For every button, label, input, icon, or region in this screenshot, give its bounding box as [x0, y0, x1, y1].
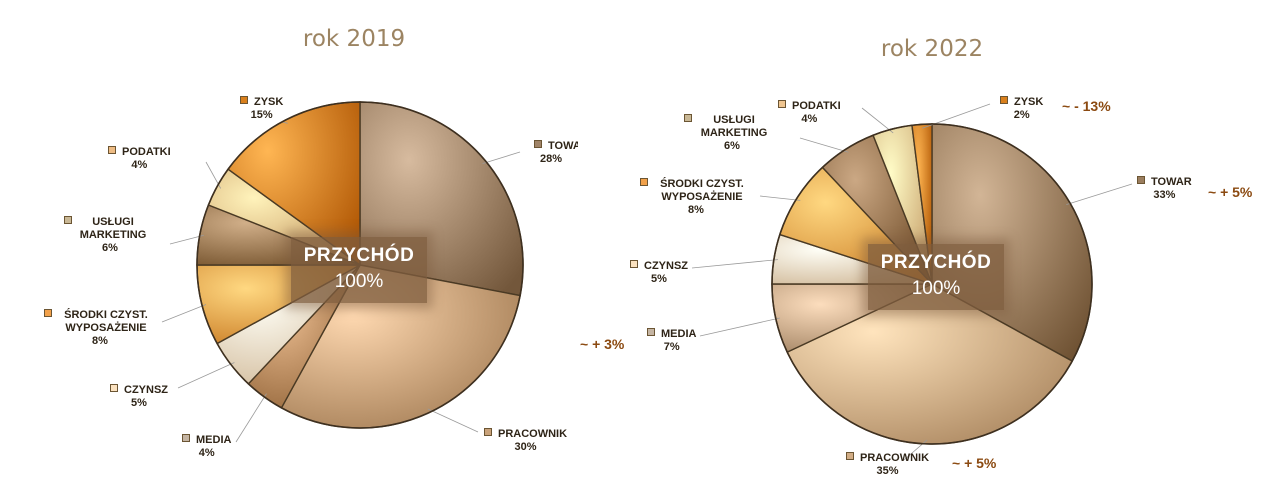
label-text: CZYNSZ	[124, 384, 168, 396]
leader-line	[169, 234, 204, 245]
slice-label-czynsz-2022: CZYNSZ 5%	[630, 260, 688, 286]
label-pct: 5%	[131, 397, 147, 409]
label-pct: 33%	[1153, 189, 1176, 201]
label-text: ZYSK	[1014, 96, 1044, 108]
label-text: USŁUGI MARKETING	[700, 114, 768, 139]
label-text: MEDIA	[661, 328, 697, 340]
pie-outline	[771, 123, 1093, 445]
center-label-2022: PRZYCHÓD 100%	[868, 244, 1004, 310]
slice-label-media-2019: MEDIA 4%	[182, 434, 231, 460]
legend-marker	[778, 100, 786, 108]
leader-line	[799, 137, 849, 153]
leader-line	[861, 107, 894, 134]
label-pct: 28%	[540, 153, 563, 165]
label-text: ŚRODKI CZYST. WYPOSAŻENIE	[660, 178, 744, 203]
slice-label-uslugi-2019: USŁUGI MARKETING 6%	[64, 216, 156, 255]
leader-line	[177, 362, 235, 389]
label-pct: 35%	[876, 465, 899, 477]
slice-label-podatki-2019: PODATKI 4%	[108, 146, 171, 172]
legend-marker	[110, 384, 118, 392]
label-pct: 15%	[250, 109, 273, 121]
slice-label-czynsz-2019: CZYNSZ 5%	[110, 384, 168, 410]
leader-line	[699, 317, 780, 337]
label-pct: 5%	[651, 273, 667, 285]
leader-line	[759, 195, 801, 201]
legend-marker	[534, 140, 542, 148]
leader-line	[691, 259, 778, 269]
legend-marker	[647, 328, 655, 336]
label-pct: 6%	[102, 242, 118, 254]
label-text: PODATKI	[792, 100, 841, 112]
center-label-text-2019: PRZYCHÓD	[303, 245, 415, 266]
chart-title-2019: rok 2019	[302, 26, 406, 52]
label-pct: 8%	[92, 335, 108, 347]
change-pracownik-2022: ~ + 5%	[952, 455, 997, 471]
center-value-text-2022: 100%	[911, 278, 961, 299]
label-text: PRACOWNIK	[860, 452, 930, 464]
label-text: CZYNSZ	[644, 260, 688, 272]
slice-label-srodki-2019: ŚRODKI CZYST. WYPOSAŻENIE 8%	[44, 309, 156, 348]
slice-label-towar-2019: TOWAR 28%	[534, 140, 578, 166]
slice-label-zysk-2019: ZYSK 15%	[240, 96, 283, 122]
label-pct: 4%	[131, 159, 148, 171]
leader-line	[161, 304, 207, 323]
legend-marker	[108, 146, 116, 154]
slice-label-uslugi-2022: USŁUGI MARKETING 6%	[684, 114, 780, 153]
label-pct: 7%	[663, 341, 680, 353]
slice-label-zysk-2022: ZYSK 2%	[1000, 96, 1043, 122]
label-text: ŚRODKI CZYST. WYPOSAŻENIE	[64, 309, 148, 334]
leader-line	[427, 408, 479, 433]
leader-line	[482, 151, 521, 164]
label-pct: 4%	[801, 113, 818, 125]
label-text: PODATKI	[122, 146, 171, 158]
legend-marker	[846, 452, 854, 460]
label-text: USŁUGI MARKETING	[79, 216, 147, 241]
change-media-2022: ~ + 3%	[580, 336, 625, 352]
slice-label-pracownik-2022: PRACOWNIK 35%	[846, 452, 929, 478]
center-label-2019: PRZYCHÓD 100%	[291, 237, 427, 303]
label-pct: 2%	[1013, 109, 1030, 121]
legend-marker	[640, 178, 648, 186]
label-pct: 4%	[198, 447, 215, 459]
change-towar-2022: ~ + 5%	[1208, 184, 1253, 200]
legend-marker	[240, 96, 248, 104]
legend-marker	[684, 114, 692, 122]
legend-marker	[1137, 176, 1145, 184]
legend-marker	[64, 216, 72, 224]
label-text: ZYSK	[254, 96, 284, 108]
label-text: MEDIA	[196, 434, 232, 446]
legend-marker	[630, 260, 638, 268]
leader-line	[235, 393, 267, 443]
label-pct: 8%	[688, 204, 704, 216]
legend-marker	[44, 309, 52, 317]
center-value-text-2019: 100%	[334, 271, 384, 292]
center-label-text-2022: PRZYCHÓD	[880, 252, 992, 273]
label-pct: 30%	[514, 441, 537, 453]
chart-title-2022: rok 2022	[880, 36, 984, 62]
slice-label-towar-2022: TOWAR 33%	[1137, 176, 1192, 202]
slice-label-media-2022: MEDIA 7%	[647, 328, 696, 354]
legend-marker	[484, 428, 492, 436]
legend-marker	[182, 434, 190, 442]
label-text: PRACOWNIK	[498, 428, 568, 440]
slice-label-pracownik-2019: PRACOWNIK 30%	[484, 428, 567, 454]
label-pct: 6%	[724, 140, 740, 152]
slice-label-podatki-2022: PODATKI 4%	[778, 100, 841, 126]
change-zysk-2022: ~ - 13%	[1062, 98, 1111, 114]
label-text: TOWAR	[1151, 176, 1192, 188]
slice-label-srodki-2022: ŚRODKI CZYST. WYPOSAŻENIE 8%	[640, 178, 752, 217]
legend-marker	[1000, 96, 1008, 104]
pie-outline	[196, 101, 524, 429]
label-text: TOWAR	[548, 140, 578, 152]
leader-line	[1066, 183, 1133, 205]
